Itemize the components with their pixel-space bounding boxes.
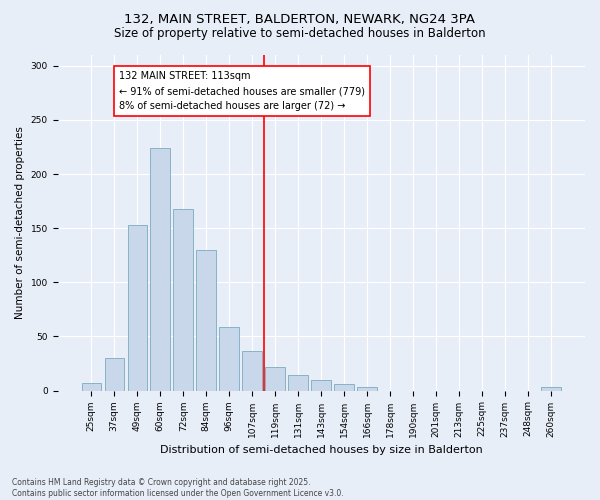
Text: 132 MAIN STREET: 113sqm
← 91% of semi-detached houses are smaller (779)
8% of se: 132 MAIN STREET: 113sqm ← 91% of semi-de…	[119, 71, 365, 111]
Bar	[220, 326, 239, 390]
X-axis label: Distribution of semi-detached houses by size in Balderton: Distribution of semi-detached houses by …	[160, 445, 482, 455]
Bar	[265, 367, 285, 390]
Bar	[196, 250, 216, 390]
Bar	[104, 358, 124, 390]
Bar	[128, 225, 147, 390]
Bar	[242, 350, 262, 391]
Bar	[541, 388, 561, 390]
Text: Contains HM Land Registry data © Crown copyright and database right 2025.
Contai: Contains HM Land Registry data © Crown c…	[12, 478, 344, 498]
Bar	[334, 384, 354, 390]
Bar	[82, 383, 101, 390]
Bar	[151, 148, 170, 390]
Text: 132, MAIN STREET, BALDERTON, NEWARK, NG24 3PA: 132, MAIN STREET, BALDERTON, NEWARK, NG2…	[125, 12, 476, 26]
Y-axis label: Number of semi-detached properties: Number of semi-detached properties	[15, 126, 25, 319]
Bar	[358, 388, 377, 390]
Text: Size of property relative to semi-detached houses in Balderton: Size of property relative to semi-detach…	[114, 28, 486, 40]
Bar	[173, 208, 193, 390]
Bar	[289, 376, 308, 390]
Bar	[311, 380, 331, 390]
